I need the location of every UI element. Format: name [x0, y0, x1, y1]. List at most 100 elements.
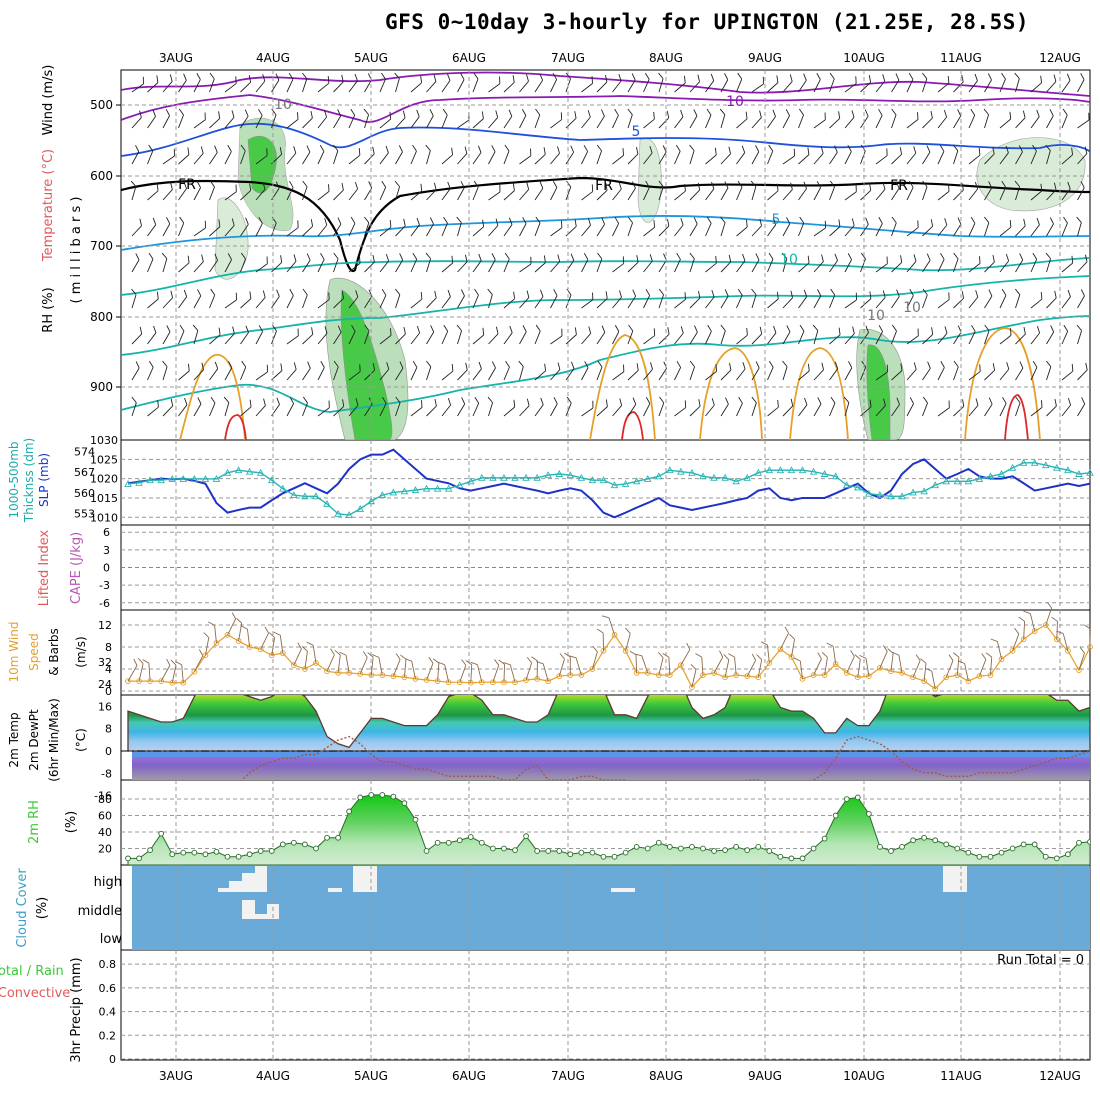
- rh-shading: [976, 137, 1086, 212]
- wind-barb: [581, 292, 594, 309]
- thickness-marker: [931, 481, 939, 489]
- ylabel-millibars: ( m i l l i b a r s ): [69, 197, 84, 304]
- thickness-marker: [831, 472, 840, 480]
- rh-point: [136, 855, 142, 862]
- thickness-marker: [809, 467, 818, 475]
- wind-barb: [286, 362, 297, 381]
- thickness-marker: [1008, 463, 1017, 471]
- wind-barb-10m: [400, 654, 407, 678]
- wind-barb: [147, 399, 159, 417]
- cloud-level-label: high: [94, 875, 122, 890]
- wind-barb: [488, 145, 496, 165]
- thickness-marker: [1075, 470, 1083, 477]
- wind-barb: [658, 327, 670, 345]
- rh-point: [987, 853, 994, 860]
- rh-point: [191, 849, 198, 856]
- wind-barb: [162, 290, 173, 309]
- wind-barb: [844, 184, 857, 201]
- wind-speed-point: [523, 677, 529, 683]
- wind-barb: [286, 397, 294, 417]
- wind-barb: [999, 288, 1007, 309]
- wind-barb: [395, 396, 401, 417]
- wind-barb-10m: [634, 653, 649, 673]
- thickness-marker: [378, 491, 387, 499]
- rh-point: [821, 835, 828, 842]
- wind-barb: [1014, 72, 1020, 93]
- wind-barb: [906, 254, 917, 273]
- wind-barb: [379, 328, 392, 345]
- rh-point: [346, 808, 352, 815]
- wind-barb-10m: [924, 667, 936, 689]
- wind-barb: [596, 183, 608, 201]
- wind-barb-10m: [1078, 647, 1085, 671]
- wind-barb: [224, 76, 237, 93]
- temperature-contour: [121, 315, 1090, 413]
- thickness-marker: [986, 472, 995, 480]
- wind-barb: [1046, 398, 1057, 417]
- rh-point: [125, 855, 131, 862]
- wind-barb: [812, 324, 819, 345]
- wind-speed-point: [224, 632, 231, 638]
- date-label-top: 4AUG: [256, 51, 290, 65]
- rh-point: [523, 833, 529, 839]
- wind-barb: [674, 360, 682, 381]
- wind-barb-10m: [680, 642, 691, 666]
- wind-barb: [565, 111, 577, 129]
- freezing-band: [132, 751, 1090, 757]
- rh-point: [711, 848, 717, 854]
- wind-barb: [891, 147, 903, 165]
- wind-barb: [503, 144, 510, 165]
- wind-barb-10m: [728, 653, 737, 676]
- wind-barb-10m: [854, 654, 861, 678]
- wind-barb: [891, 324, 897, 345]
- wind-barb: [255, 364, 268, 381]
- wind-speed-point: [1042, 622, 1049, 628]
- wind-barb: [813, 73, 821, 93]
- wind-barb: [193, 362, 204, 381]
- thickness-tick-label: 553: [74, 507, 95, 520]
- thickness-marker: [842, 481, 851, 489]
- rh-shading: [247, 135, 277, 194]
- wind-barb: [472, 396, 480, 417]
- rh-point: [888, 848, 894, 854]
- wind-barb: [333, 74, 344, 93]
- temperature-contour: [121, 94, 1090, 123]
- wind-barb: [953, 360, 959, 381]
- wind-barb: [286, 180, 294, 201]
- wind-barb: [456, 324, 463, 345]
- wind-barb: [596, 399, 608, 417]
- wind-barb: [658, 72, 664, 93]
- wind-barb: [395, 326, 406, 345]
- wind-barb: [891, 289, 900, 309]
- wind-barb: [813, 362, 824, 381]
- wind-barb: [550, 112, 563, 129]
- wind-speed-point: [390, 673, 397, 680]
- thickness-marker: [334, 509, 342, 517]
- wind-barb: [472, 180, 479, 201]
- wind-barb: [906, 112, 919, 129]
- wind-barb: [178, 73, 187, 93]
- wind-barb: [581, 361, 589, 381]
- wind-barb: [891, 397, 900, 417]
- wind-barb: [131, 110, 142, 129]
- wind-barb: [767, 109, 776, 129]
- rh-point: [379, 792, 386, 798]
- slp-line: [127, 448, 1091, 519]
- wind-tick-label: 8: [105, 641, 112, 654]
- rh-tick-label: 20: [98, 843, 112, 856]
- wind-barb: [581, 76, 593, 93]
- warm-contour: [964, 327, 1041, 440]
- wind-barb: [875, 148, 888, 165]
- wind-barb: [441, 289, 451, 309]
- wind-barb: [1046, 325, 1055, 345]
- wind-barb: [1077, 146, 1088, 165]
- wind-barb-10m: [779, 626, 789, 650]
- wind-barb: [534, 73, 544, 93]
- wind-barb: [348, 324, 356, 345]
- wind-speed-point: [1076, 667, 1082, 673]
- wind-barb: [658, 218, 670, 237]
- wind-barb: [751, 218, 762, 237]
- wind-barb: [705, 255, 717, 273]
- wind-barb: [689, 325, 698, 345]
- wind-barb: [1061, 108, 1068, 129]
